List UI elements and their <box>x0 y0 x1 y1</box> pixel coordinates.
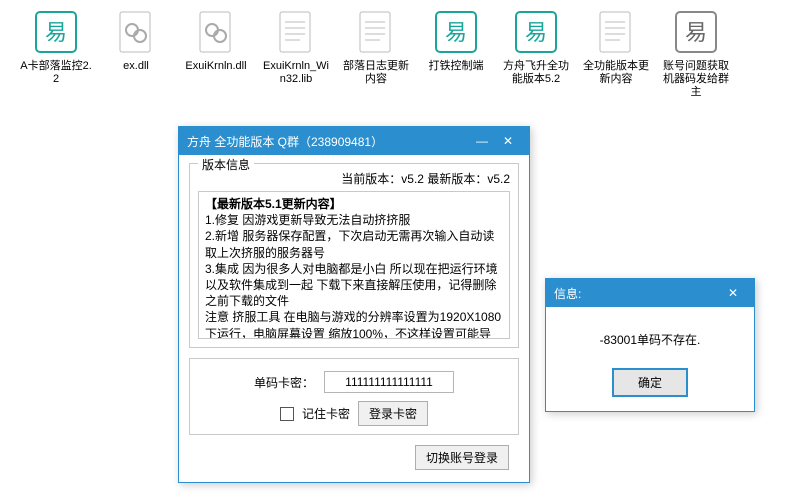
desktop-icons-row: 易 A卡部落监控2.2 ex.dll ExuiKrnln.dll ExuiKrnln_W… <box>0 0 808 108</box>
main-body: 版本信息 当前版本：v5.2 最新版本：v5.2 【最新版本5.1更新内容】 1… <box>179 155 529 482</box>
file-icon <box>272 8 320 56</box>
changelog-line: 2.新增 服务器保存配置，下次启动无需再次输入自动读取上次挤服的服务器号 <box>205 228 503 260</box>
changelog-line: 1.修复 因游戏更新导致无法自动挤挤服 <box>205 212 503 228</box>
desktop-icon-label: 账号问题获取机器码发给群主 <box>660 60 732 100</box>
dialog-title: 信息: <box>554 285 720 302</box>
file-icon: 易 <box>512 8 560 56</box>
desktop-icon[interactable]: 全功能版本更新内容 <box>580 8 652 100</box>
file-icon: 易 <box>432 8 480 56</box>
desktop-icon-label: 打铁控制端 <box>420 60 492 73</box>
desktop-icon-label: 部落日志更新内容 <box>340 60 412 86</box>
login-group: 单码卡密： 记住卡密 登录卡密 <box>189 358 519 435</box>
desktop-icon[interactable]: 部落日志更新内容 <box>340 8 412 100</box>
svg-text:易: 易 <box>445 20 467 45</box>
remember-label: 记住卡密 <box>302 405 350 422</box>
version-group-title: 版本信息 <box>198 156 254 173</box>
close-icon[interactable]: ✕ <box>495 131 521 151</box>
desktop-icon[interactable]: ex.dll <box>100 8 172 100</box>
main-window-title: 方舟 全功能版本 Q群（238909481） <box>187 133 469 150</box>
code-row: 单码卡密： <box>198 371 510 393</box>
info-dialog: 信息: ✕ -83001单码不存在. 确定 <box>545 278 755 412</box>
dialog-close-icon[interactable]: ✕ <box>720 283 746 303</box>
desktop-icon[interactable]: ExuiKrnln_Win32.lib <box>260 8 332 100</box>
file-icon <box>112 8 160 56</box>
file-icon <box>352 8 400 56</box>
desktop-icon[interactable]: 易 A卡部落监控2.2 <box>20 8 92 100</box>
desktop-icon-label: A卡部落监控2.2 <box>20 60 92 86</box>
desktop-icon-label: 方舟飞升全功能版本5.2 <box>500 60 572 86</box>
desktop-icon[interactable]: 易账号问题获取机器码发给群主 <box>660 8 732 100</box>
desktop-icon[interactable]: 易方舟飞升全功能版本5.2 <box>500 8 572 100</box>
changelog-box: 【最新版本5.1更新内容】 1.修复 因游戏更新导致无法自动挤挤服 2.新增 服… <box>198 191 510 339</box>
code-input[interactable] <box>324 371 454 393</box>
changelog-header: 【最新版本5.1更新内容】 <box>205 196 503 212</box>
changelog-line: 注意 挤服工具 在电脑与游戏的分辨率设置为1920X1080下运行，电脑屏幕设置… <box>205 309 503 339</box>
dialog-ok-button[interactable]: 确定 <box>612 368 688 397</box>
desktop-icon-label: 全功能版本更新内容 <box>580 60 652 86</box>
changelog-line: 3.集成 因为很多人对电脑都是小白 所以现在把运行环境以及软件集成到一起 下载下… <box>205 261 503 310</box>
svg-text:易: 易 <box>685 20 707 45</box>
login-button[interactable]: 登录卡密 <box>358 401 428 426</box>
dialog-titlebar[interactable]: 信息: ✕ <box>546 279 754 307</box>
file-icon: 易 <box>672 8 720 56</box>
file-icon <box>192 8 240 56</box>
svg-text:易: 易 <box>525 20 547 45</box>
main-titlebar[interactable]: 方舟 全功能版本 Q群（238909481） — ✕ <box>179 127 529 155</box>
svg-text:易: 易 <box>45 20 67 45</box>
switch-row: 切换账号登录 <box>189 445 519 470</box>
minimize-icon[interactable]: — <box>469 131 495 151</box>
dialog-message: -83001单码不存在. <box>562 331 738 348</box>
remember-row: 记住卡密 登录卡密 <box>198 401 510 426</box>
desktop-icon-label: ExuiKrnln_Win32.lib <box>260 60 332 86</box>
file-icon: 易 <box>32 8 80 56</box>
remember-checkbox[interactable] <box>280 407 294 421</box>
desktop-icon[interactable]: 易打铁控制端 <box>420 8 492 100</box>
file-icon <box>592 8 640 56</box>
main-window: 方舟 全功能版本 Q群（238909481） — ✕ 版本信息 当前版本：v5.… <box>178 126 530 483</box>
desktop-icon-label: ExuiKrnln.dll <box>180 60 252 73</box>
desktop-icon-label: ex.dll <box>100 60 172 73</box>
switch-account-button[interactable]: 切换账号登录 <box>415 445 509 470</box>
version-info-group: 版本信息 当前版本：v5.2 最新版本：v5.2 【最新版本5.1更新内容】 1… <box>189 163 519 348</box>
code-label: 单码卡密： <box>254 374 314 391</box>
desktop-icon[interactable]: ExuiKrnln.dll <box>180 8 252 100</box>
dialog-body: -83001单码不存在. 确定 <box>546 307 754 411</box>
